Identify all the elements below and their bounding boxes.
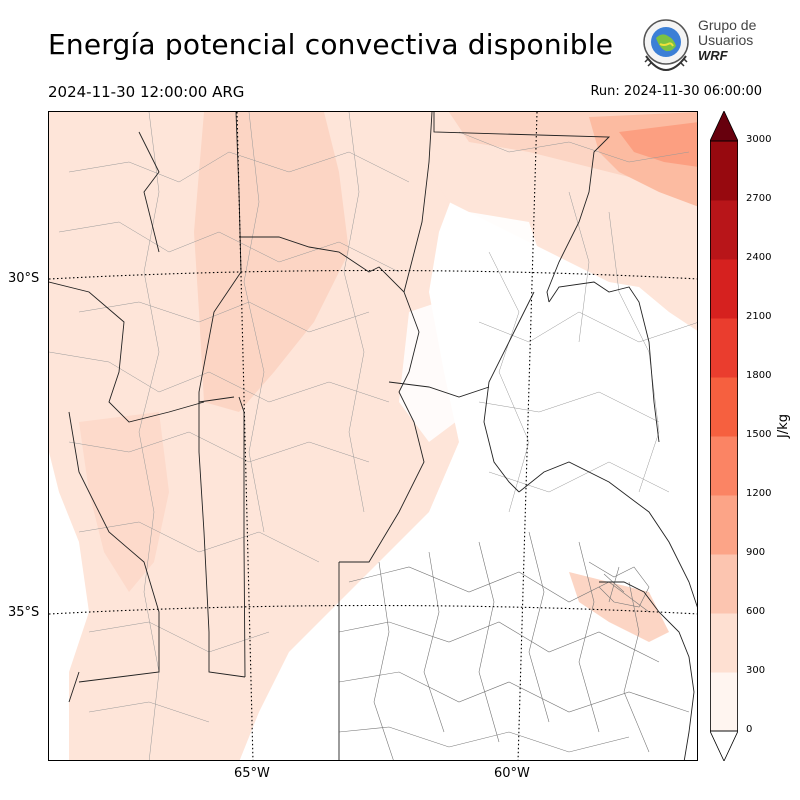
cape-colorbar bbox=[710, 111, 738, 761]
colorbar-tick-label: 1500 bbox=[746, 429, 772, 440]
meridian-65w bbox=[236, 112, 254, 760]
colorbar-tick-label: 600 bbox=[746, 606, 766, 617]
colorbar-extend-min-arrow bbox=[710, 730, 738, 761]
cape-map bbox=[48, 111, 698, 761]
buenos-aires-partidos bbox=[338, 531, 690, 760]
shading-west-patch bbox=[79, 412, 169, 592]
graticule bbox=[49, 112, 697, 760]
colorbar-segment bbox=[710, 377, 738, 437]
logo-line-1: Grupo de bbox=[698, 17, 757, 33]
colorbar-segment bbox=[710, 436, 738, 496]
lon-label-60w: 60°W bbox=[494, 766, 530, 781]
province-boundaries bbox=[49, 112, 697, 760]
colorbar-segment bbox=[710, 200, 738, 260]
coastline bbox=[599, 581, 695, 760]
shading-west-band bbox=[49, 112, 479, 760]
shading-southeast-coast bbox=[569, 572, 669, 642]
map-canvas bbox=[49, 112, 697, 760]
parallel-30s bbox=[49, 269, 697, 280]
logo-line-3: WRF bbox=[698, 48, 728, 63]
clear-area-northeast bbox=[459, 212, 549, 302]
colorbar-segment bbox=[710, 495, 738, 555]
colorbar-unit-label: J/kg bbox=[776, 414, 791, 438]
colorbar-segment bbox=[710, 672, 738, 732]
colorbar-tick-label: 900 bbox=[746, 547, 766, 558]
colorbar-segment bbox=[710, 318, 738, 378]
clear-area-center bbox=[399, 292, 489, 442]
colorbar-segment bbox=[710, 259, 738, 319]
run-time-label: Run: 2024-11-30 06:00:00 bbox=[590, 84, 762, 99]
colorbar-tick-label: 2100 bbox=[746, 311, 772, 322]
shading-northeast-peak bbox=[619, 122, 697, 167]
meridian-60w bbox=[517, 112, 538, 760]
cape-shading bbox=[49, 112, 697, 760]
colorbar-segment bbox=[710, 613, 738, 673]
globe-emblem-icon bbox=[643, 19, 689, 72]
colorbar-segment bbox=[710, 554, 738, 614]
colorbar-segments bbox=[710, 141, 738, 732]
colorbar-tick-label: 300 bbox=[746, 665, 766, 676]
logo-line-2: Usuarios bbox=[698, 32, 754, 48]
logo-text: Grupo de Usuarios WRF bbox=[698, 17, 757, 64]
colorbar-extend-max-arrow bbox=[710, 111, 738, 142]
colorbar-tick-label: 0 bbox=[746, 724, 753, 735]
colorbar-tick-label: 2700 bbox=[746, 193, 772, 204]
lat-label-30s: 30°S bbox=[8, 271, 40, 286]
shading-central-north bbox=[194, 112, 349, 412]
valid-time-label: 2024-11-30 12:00:00 ARG bbox=[48, 83, 245, 101]
lon-label-65w: 65°W bbox=[234, 766, 270, 781]
colorbar-tick-label: 2400 bbox=[746, 252, 772, 263]
colorbar-tick-label: 1200 bbox=[746, 488, 772, 499]
map-title: Energía potencial convectiva disponible bbox=[48, 28, 614, 61]
colorbar-tick-label: 3000 bbox=[746, 134, 772, 145]
lat-label-35s: 35°S bbox=[8, 605, 40, 620]
colorbar-frame bbox=[710, 140, 738, 732]
colorbar-tick-label: 1800 bbox=[746, 370, 772, 381]
wrf-users-logo: Grupo de Usuarios WRF bbox=[638, 16, 758, 72]
colorbar-segment bbox=[710, 141, 738, 201]
parallel-35s bbox=[49, 604, 697, 615]
